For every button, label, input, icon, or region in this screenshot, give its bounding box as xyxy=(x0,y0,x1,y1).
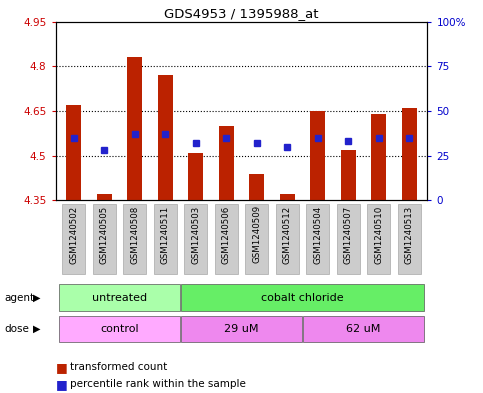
FancyBboxPatch shape xyxy=(59,316,180,342)
Text: GSM1240509: GSM1240509 xyxy=(252,205,261,263)
FancyBboxPatch shape xyxy=(184,204,207,274)
FancyBboxPatch shape xyxy=(276,204,299,274)
Text: GSM1240505: GSM1240505 xyxy=(100,205,109,264)
Text: control: control xyxy=(100,324,139,334)
Bar xyxy=(127,57,142,200)
FancyBboxPatch shape xyxy=(214,204,238,274)
Text: transformed count: transformed count xyxy=(70,362,167,373)
FancyBboxPatch shape xyxy=(181,316,302,342)
Text: GSM1240510: GSM1240510 xyxy=(374,205,383,264)
Text: GSM1240507: GSM1240507 xyxy=(344,205,353,264)
Bar xyxy=(219,126,234,200)
FancyBboxPatch shape xyxy=(398,204,421,274)
Text: GSM1240513: GSM1240513 xyxy=(405,205,413,264)
FancyBboxPatch shape xyxy=(59,285,180,311)
Text: GSM1240508: GSM1240508 xyxy=(130,205,139,264)
Text: GSM1240511: GSM1240511 xyxy=(161,205,170,264)
Text: ▶: ▶ xyxy=(32,324,40,334)
FancyBboxPatch shape xyxy=(154,204,177,274)
Text: GSM1240512: GSM1240512 xyxy=(283,205,292,264)
Text: cobalt chloride: cobalt chloride xyxy=(261,293,344,303)
Text: GSM1240506: GSM1240506 xyxy=(222,205,231,264)
Bar xyxy=(188,153,203,200)
FancyBboxPatch shape xyxy=(337,204,360,274)
Bar xyxy=(280,195,295,200)
FancyBboxPatch shape xyxy=(367,204,390,274)
FancyBboxPatch shape xyxy=(303,316,424,342)
Text: untreated: untreated xyxy=(92,293,147,303)
Text: ▶: ▶ xyxy=(32,293,40,303)
Text: agent: agent xyxy=(5,293,35,303)
Bar xyxy=(401,108,417,200)
Bar xyxy=(341,150,356,200)
FancyBboxPatch shape xyxy=(62,204,85,274)
FancyBboxPatch shape xyxy=(93,204,116,274)
Text: GSM1240504: GSM1240504 xyxy=(313,205,322,264)
Text: percentile rank within the sample: percentile rank within the sample xyxy=(70,379,246,389)
Bar xyxy=(249,174,264,200)
Text: ■: ■ xyxy=(56,378,67,391)
Title: GDS4953 / 1395988_at: GDS4953 / 1395988_at xyxy=(164,7,319,20)
Bar xyxy=(66,105,82,200)
Text: 29 uM: 29 uM xyxy=(224,324,259,334)
Bar xyxy=(371,114,386,200)
Text: 62 uM: 62 uM xyxy=(346,324,381,334)
Bar xyxy=(310,111,326,200)
FancyBboxPatch shape xyxy=(306,204,329,274)
Bar xyxy=(97,195,112,200)
Text: GSM1240503: GSM1240503 xyxy=(191,205,200,264)
Text: ■: ■ xyxy=(56,361,67,374)
FancyBboxPatch shape xyxy=(123,204,146,274)
Text: GSM1240502: GSM1240502 xyxy=(70,205,78,264)
Text: dose: dose xyxy=(5,324,30,334)
FancyBboxPatch shape xyxy=(181,285,424,311)
FancyBboxPatch shape xyxy=(245,204,269,274)
Bar xyxy=(157,75,173,200)
